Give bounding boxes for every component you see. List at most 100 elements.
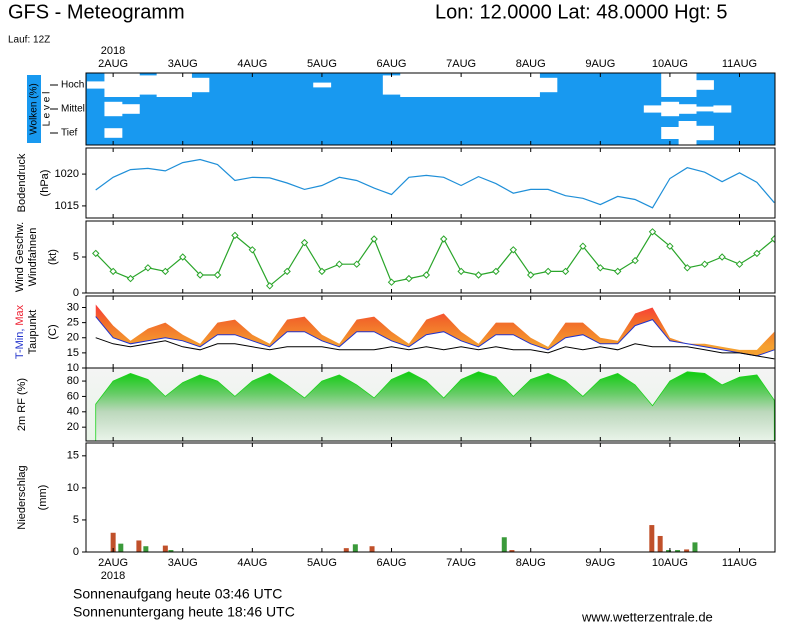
cloud-cover	[678, 73, 697, 97]
cloud-cover	[87, 81, 105, 89]
wind-marker	[109, 267, 117, 276]
wind-marker	[213, 271, 222, 279]
cloud-cover	[121, 73, 140, 97]
precip-bar	[649, 525, 655, 552]
cloud-cover	[191, 77, 210, 93]
y-tick-label: 10	[67, 362, 79, 374]
wind-marker	[387, 278, 396, 286]
wind-marker	[614, 267, 622, 276]
y-tick-label: 1020	[55, 168, 79, 180]
panel-frame	[85, 442, 776, 553]
wind-marker	[92, 249, 100, 258]
axis-label: (C)	[47, 324, 59, 339]
x-tick-label: 9AUG	[585, 557, 615, 569]
x-tick-label: 9AUG	[585, 58, 615, 70]
wind-marker	[492, 267, 500, 276]
wind-marker	[735, 260, 744, 268]
wind-marker	[266, 282, 274, 290]
wind-line	[95, 230, 775, 287]
y-tick-label: 15	[67, 450, 79, 462]
x-tick-label: 5AUG	[307, 557, 337, 569]
wind-marker	[561, 267, 570, 276]
label-box	[27, 75, 41, 143]
wind-marker	[318, 267, 326, 276]
wind-marker	[196, 271, 204, 279]
level-label: Hoch	[61, 80, 84, 91]
axis-label: T-Min, Max	[14, 304, 26, 359]
title: GFS - Meteogramm	[8, 1, 185, 23]
precip-bar	[509, 550, 515, 552]
wind-marker	[474, 271, 483, 279]
y-tick-label: 15	[67, 347, 79, 359]
wind-marker	[335, 260, 344, 268]
cloud-cover	[400, 73, 419, 97]
year-top: 2018	[101, 45, 125, 57]
wind-marker	[440, 235, 448, 243]
x-tick-label: 11AUG	[722, 58, 757, 70]
precip-bar	[369, 546, 375, 552]
wind-marker	[457, 267, 465, 276]
temp-range	[95, 304, 775, 356]
wind-marker	[753, 249, 761, 258]
x-tick-label: 11AUG	[722, 557, 757, 569]
sunset: Sonnenuntergang heute 18:46 UTC	[73, 604, 295, 620]
x-tick-label: 8AUG	[516, 557, 546, 569]
cloud-cover	[104, 101, 123, 117]
wind-marker	[161, 267, 170, 276]
axis-label: Taupunkt	[27, 310, 39, 355]
panel	[95, 304, 775, 360]
cloud-cover	[713, 105, 732, 113]
location: Lon: 12.0000 Lat: 48.0000 Hgt: 5	[435, 1, 727, 23]
y-tick-label: 40	[67, 406, 79, 418]
legend-entry: Max	[14, 304, 26, 325]
wind-marker	[144, 264, 152, 272]
wind-marker	[770, 235, 775, 243]
y-tick-label: 5	[73, 514, 79, 526]
cloud-cover	[104, 73, 123, 97]
axis-label: Wolken (%)	[29, 83, 40, 135]
wind-marker	[283, 267, 291, 276]
precip-bar	[168, 550, 174, 552]
cloud-cover	[435, 73, 453, 97]
wind-marker	[509, 246, 518, 254]
wind-marker	[126, 274, 135, 283]
pressure-line	[95, 158, 775, 209]
cloud-cover	[156, 73, 175, 97]
axis-label: (mm)	[37, 485, 49, 511]
axis-label: (kt)	[47, 249, 59, 265]
cloud-cover	[661, 73, 680, 97]
x-tick-label: 3AUG	[168, 58, 198, 70]
y-tick-label: 80	[67, 375, 79, 387]
cloud-cover	[539, 77, 558, 93]
precip-bar	[675, 550, 681, 552]
cloud-cover	[382, 75, 401, 95]
axis-label: Niederschlag	[16, 465, 28, 529]
y-tick-label: 5	[73, 251, 79, 263]
cloud-cover	[417, 73, 436, 97]
wind-marker	[631, 256, 639, 265]
dewpoint-line	[95, 337, 775, 360]
wind-marker	[666, 242, 674, 250]
wind-marker	[353, 260, 361, 268]
panel-frame	[85, 367, 776, 442]
cloud-cover	[696, 80, 714, 90]
panel	[86, 368, 775, 441]
year-bottom: 2018	[101, 570, 125, 582]
axis-label: (hPa)	[39, 170, 51, 197]
panel	[86, 73, 775, 145]
panel	[92, 228, 775, 290]
cloud-cover	[139, 75, 158, 95]
cloud-cover	[174, 73, 192, 97]
wind-marker	[422, 271, 431, 279]
y-tick-label: 60	[67, 390, 79, 402]
axis-label: Wind Geschw.	[14, 222, 26, 292]
x-tick-label: 4AUG	[237, 557, 267, 569]
x-tick-label: 10AUG	[652, 58, 688, 70]
source: www.wetterzentrale.de	[581, 609, 713, 624]
wind-marker	[370, 235, 378, 243]
humidity-area	[95, 371, 775, 441]
wind-marker	[718, 253, 726, 261]
y-tick-label: 20	[67, 421, 79, 433]
sunrise: Sonnenaufgang heute 03:46 UTC	[73, 586, 282, 602]
x-tick-label: 2AUG	[98, 58, 128, 70]
